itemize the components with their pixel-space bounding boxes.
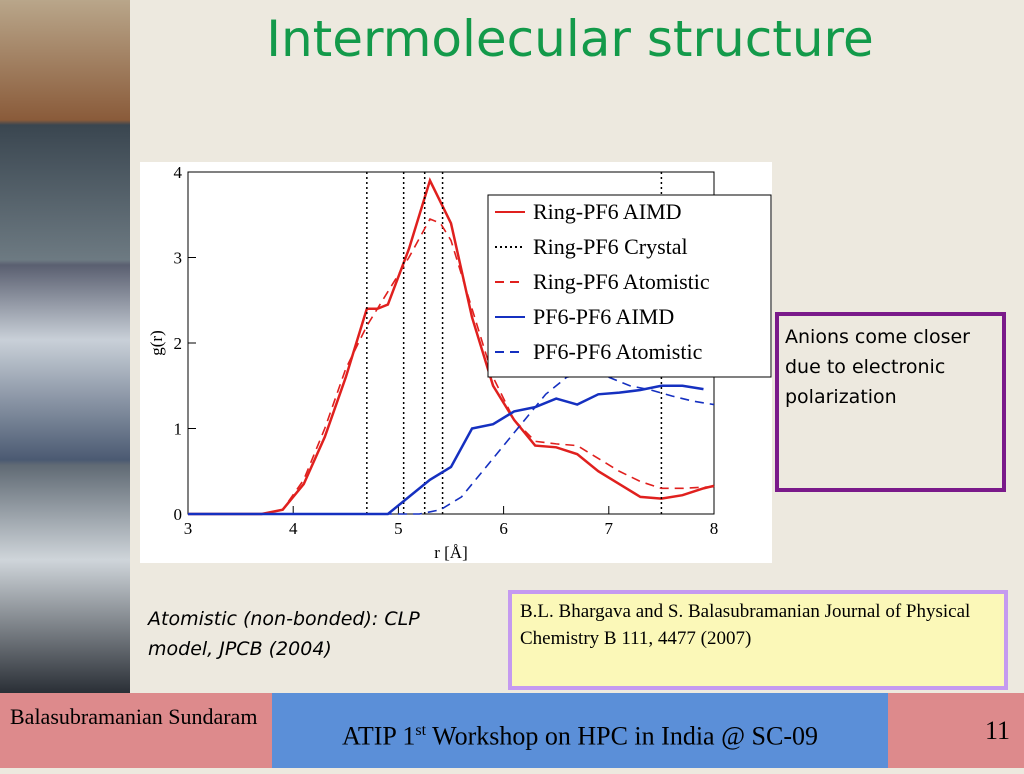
y-tick-label: 1	[174, 420, 183, 439]
x-tick-label: 5	[394, 519, 403, 538]
x-tick-label: 4	[289, 519, 298, 538]
citation: B.L. Bhargava and S. Balasubramanian Jou…	[520, 601, 971, 649]
citation-box: B.L. Bhargava and S. Balasubramanian Jou…	[508, 590, 1008, 690]
y-axis-label: g(r)	[147, 330, 166, 355]
event: ATIP 1	[341, 721, 416, 751]
y-tick-label: 4	[174, 163, 183, 182]
x-axis-label: r [Å]	[434, 543, 468, 562]
legend-label: PF6-PF6 AIMD	[533, 304, 674, 329]
y-tick-label: 3	[174, 249, 183, 268]
event-sup: st	[415, 722, 427, 739]
series-line	[188, 177, 715, 516]
series-line	[188, 372, 715, 515]
series-line	[188, 218, 715, 515]
legend-box	[487, 194, 772, 378]
x-tick-label: 3	[184, 519, 193, 538]
page-number: 11	[984, 716, 1010, 745]
footer-right: 11	[888, 693, 1024, 768]
legend-label: Ring-PF6 AIMD	[533, 199, 682, 224]
title: Intermolecular structure	[266, 10, 874, 68]
x-tick-label: 6	[499, 519, 508, 538]
event: Workshop on HPC in India @ SC-09	[426, 721, 818, 751]
legend-label: PF6-PF6 Atomistic	[533, 339, 703, 364]
caption: Atomistic (non-bonded): CLP model, JPCB …	[148, 608, 420, 660]
legend-label: Ring-PF6 Crystal	[533, 234, 688, 259]
x-tick-label: 8	[710, 519, 719, 538]
note: Anions come closer due to electronic pol…	[785, 326, 970, 408]
y-tick-label: 2	[174, 334, 183, 353]
x-tick-label: 7	[605, 519, 614, 538]
footer-left: Balasubramanian Sundaram	[0, 693, 272, 768]
legend-label: Ring-PF6 Atomistic	[533, 269, 710, 294]
note-box: Anions come closer due to electronic pol…	[775, 312, 1006, 492]
y-tick-label: 0	[174, 505, 183, 524]
chart: 3 4 5 6 7 8 0 1 2 3 4 r [Å] g(r) Ring-PF6 AIMD Ring-PF…	[140, 162, 772, 563]
photo-strip	[0, 0, 130, 693]
footer-center: ATIP 1st Workshop on HPC in India @ SC-0…	[272, 693, 888, 768]
series-line	[188, 384, 704, 516]
author: Balasubramanian Sundaram	[10, 704, 258, 729]
